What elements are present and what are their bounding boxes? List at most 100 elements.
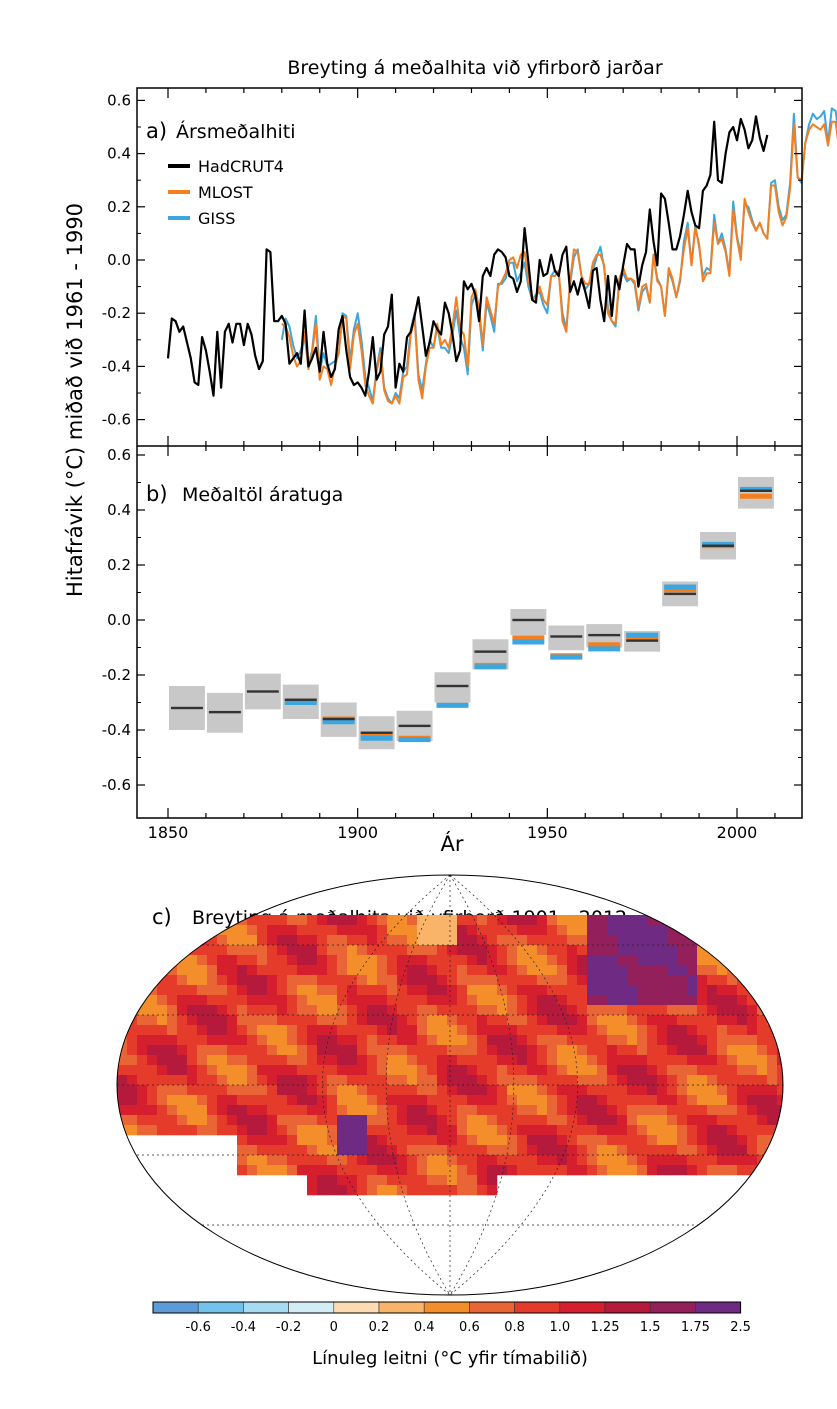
grid-cell [667, 1065, 678, 1076]
grid-cell [127, 965, 138, 976]
grid-cell [367, 1185, 378, 1196]
grid-cell [537, 1135, 548, 1146]
grid-cell [327, 935, 338, 946]
grid-cell [417, 955, 428, 966]
grid-cell [367, 1055, 378, 1066]
grid-cell [727, 985, 738, 996]
grid-cell [157, 1125, 168, 1136]
grid-cell [757, 1095, 768, 1106]
grid-cell [257, 1115, 268, 1126]
grid-cell [147, 1095, 158, 1106]
grid-cell [357, 1055, 368, 1066]
y-tick-label-a: -0.6 [102, 411, 131, 429]
grid-cell [597, 1035, 608, 1046]
panel-a-label: a) [146, 119, 167, 143]
grid-cell [507, 1135, 518, 1146]
grid-cell [717, 1075, 728, 1086]
x-tick-label: 2000 [717, 823, 758, 842]
grid-cell [477, 1035, 488, 1046]
grid-cell [637, 1155, 648, 1166]
grid-cell [747, 965, 758, 976]
grid-cell [467, 1055, 478, 1066]
grid-cell [627, 1135, 638, 1146]
grid-cell [187, 995, 198, 1006]
grid-cell [387, 1145, 398, 1156]
grid-cell [307, 1095, 318, 1106]
grid-cell [547, 1155, 558, 1166]
grid-cell [677, 1055, 688, 1066]
grid-cell [557, 1125, 568, 1136]
grid-cell [567, 1125, 578, 1136]
grid-cell [287, 1145, 298, 1156]
grid-cell [747, 975, 758, 986]
grid-cell [617, 1135, 628, 1146]
colorbar-cell [423, 1301, 470, 1314]
grid-cell [197, 1055, 208, 1066]
grid-cell [387, 1015, 398, 1026]
grid-cell [297, 935, 308, 946]
decade-band [434, 672, 471, 703]
grid-cell [537, 925, 548, 936]
grid-cell [127, 1035, 138, 1046]
decade-mark-mlost [588, 642, 621, 648]
grid-cell [737, 1095, 748, 1106]
grid-cell [297, 1005, 308, 1016]
grid-cell [487, 915, 498, 926]
decade-mark-hadcrut4 [512, 618, 545, 622]
grid-cell [647, 945, 658, 956]
grid-cell [297, 955, 308, 966]
plot-frame [136, 87, 803, 819]
grid-cell [347, 915, 358, 926]
grid-cell [347, 1155, 358, 1166]
grid-cell [237, 1145, 248, 1156]
grid-cell [267, 1045, 278, 1056]
grid-cell [517, 965, 528, 976]
grid-cell [777, 1055, 783, 1066]
grid-cell [627, 915, 638, 926]
grid-cell [727, 1035, 738, 1046]
grid-cell [347, 975, 358, 986]
grid-cell [307, 1175, 318, 1186]
grid-cell [137, 1055, 148, 1066]
grid-cell [637, 1135, 648, 1146]
grid-cell [657, 925, 668, 936]
grid-cell [727, 1165, 738, 1176]
grid-cell [217, 965, 228, 976]
grid-cell [537, 995, 548, 1006]
grid-cell [357, 1015, 368, 1026]
grid-cell [707, 1025, 718, 1036]
grid-cell [607, 1125, 618, 1136]
grid-cell [497, 1115, 508, 1126]
grid-cell [767, 935, 778, 946]
grid-cell [577, 1105, 588, 1116]
grid-cell [297, 1085, 308, 1096]
grid-cell [187, 1065, 198, 1076]
grid-cell [317, 1075, 328, 1086]
grid-cell [157, 1045, 168, 1056]
grid-cell [387, 935, 398, 946]
grid-cell [337, 1165, 348, 1176]
grid-cell [737, 1115, 748, 1126]
grid-cell [657, 945, 668, 956]
grid-cell [487, 1065, 498, 1076]
grid-cell [307, 975, 318, 986]
grid-cell [657, 995, 668, 1006]
grid-cell [577, 1055, 588, 1066]
grid-cell [247, 955, 258, 966]
grid-cell [777, 1165, 783, 1176]
grid-cell [617, 1025, 628, 1036]
grid-cell [257, 965, 268, 976]
grid-cell [427, 1075, 438, 1086]
grid-cell [487, 1105, 498, 1116]
grid-cell [277, 1135, 288, 1146]
grid-cell [497, 1065, 508, 1076]
grid-cell [117, 975, 128, 986]
grid-cell [567, 925, 578, 936]
grid-cell [137, 985, 148, 996]
grid-cell [497, 1015, 508, 1026]
grid-cell [367, 965, 378, 976]
grid-cell [617, 1115, 628, 1126]
grid-cell [637, 945, 648, 956]
grid-cell [687, 1035, 698, 1046]
grid-cell [577, 1095, 588, 1106]
